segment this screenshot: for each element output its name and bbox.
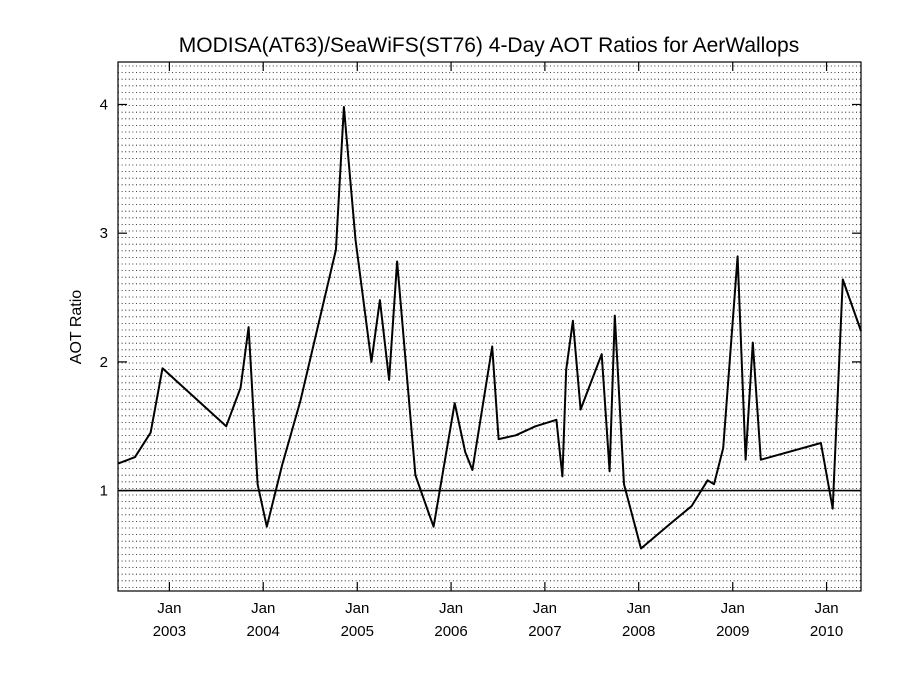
x-tick-label-month: Jan [721, 600, 745, 617]
y-tick-label: 4 [100, 96, 108, 113]
plot-frame [117, 61, 862, 592]
x-tick-label-month: Jan [533, 600, 557, 617]
x-tick-label-year: 2004 [247, 623, 280, 640]
x-tick-label-year: 2010 [810, 623, 843, 640]
x-tick-label-month: Jan [627, 600, 651, 617]
x-tick-label-month: Jan [251, 600, 275, 617]
x-tick-label-year: 2005 [341, 623, 374, 640]
x-tick-label-year: 2008 [622, 623, 655, 640]
x-tick-label-year: 2007 [528, 623, 561, 640]
x-tick-label-year: 2003 [153, 623, 186, 640]
x-tick-label-month: Jan [157, 600, 181, 617]
tick-labels: 1 2 3 4 Jan 2003 Jan 2004 Jan 2005 Jan 2006 Jan 2007 J… [100, 96, 844, 640]
x-tick-label-year: 2006 [434, 623, 467, 640]
x-tick-label-month: Jan [814, 600, 838, 617]
y-tick-label: 2 [100, 354, 108, 371]
axes [117, 61, 862, 592]
y-tick-label: 1 [100, 483, 108, 500]
y-axis-label: AOT Ratio [68, 290, 85, 365]
chart-title: MODISA(AT63)/SeaWiFS(ST76) 4-Day AOT Rat… [179, 34, 799, 57]
x-tick-label-month: Jan [345, 600, 369, 617]
x-tick-label-month: Jan [439, 600, 463, 617]
x-tick-label-year: 2009 [716, 623, 749, 640]
y-tick-label: 3 [100, 225, 108, 242]
series-group [117, 106, 862, 550]
grid-lines [118, 65, 861, 588]
series-line [117, 106, 862, 550]
